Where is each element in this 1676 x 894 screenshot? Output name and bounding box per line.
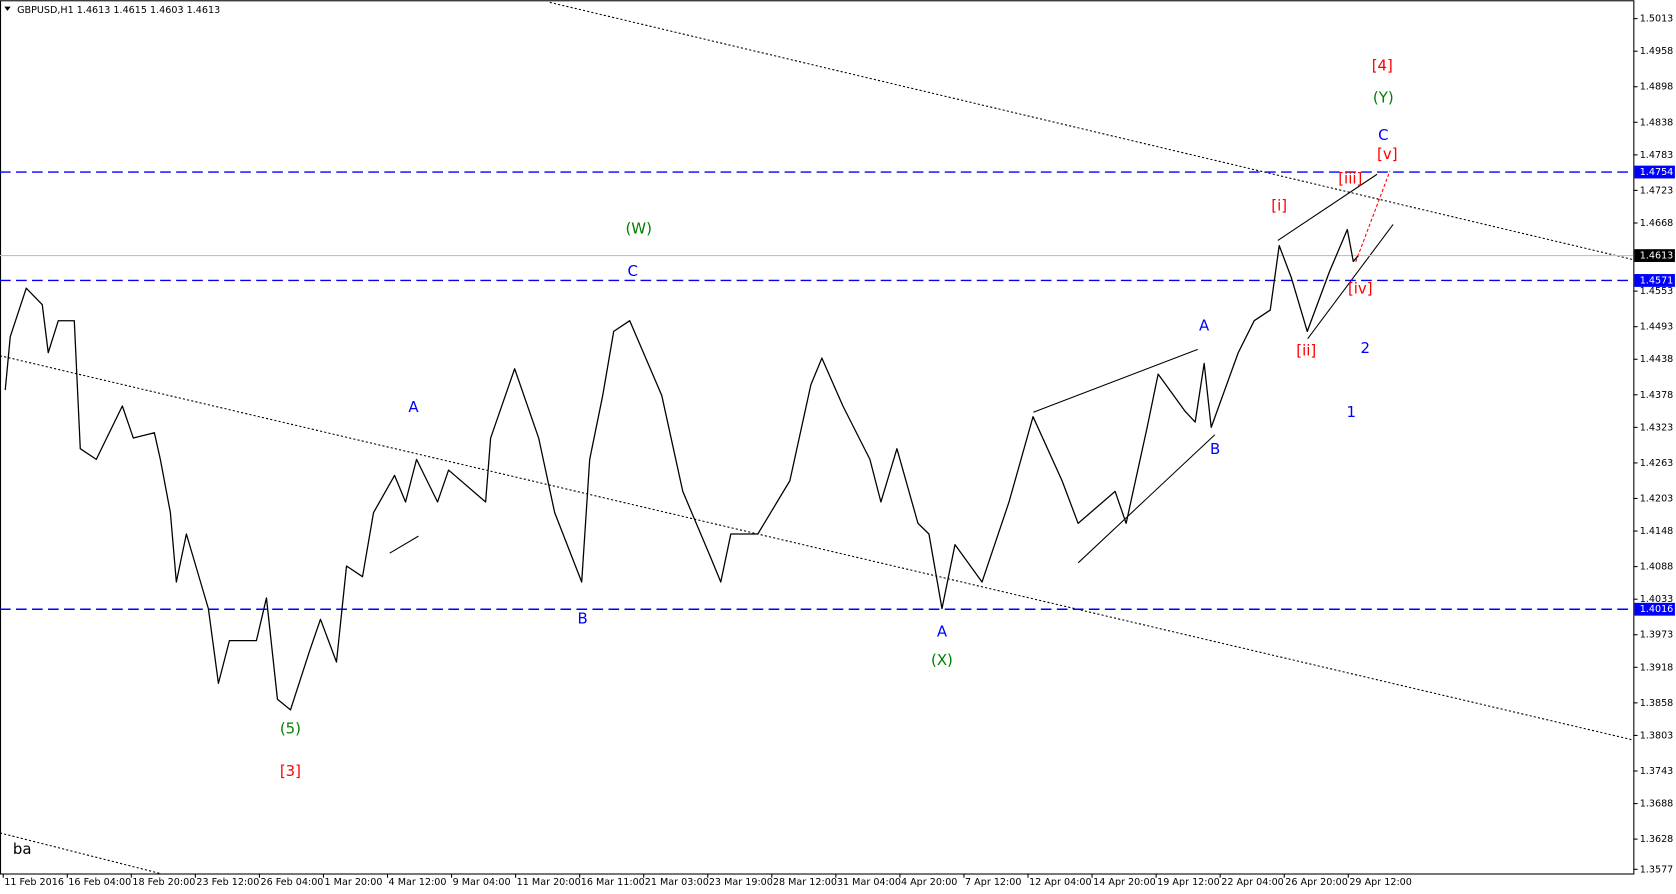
wedge-line [389, 535, 419, 554]
y-tick-label: 1.4668 [1640, 218, 1674, 229]
level-box [1634, 165, 1675, 179]
wave-label: (5) [280, 720, 301, 738]
chart-title: GBPUSD,H1 1.4613 1.4615 1.4603 1.4613 [17, 5, 220, 16]
wave-label: [iii] [1338, 170, 1362, 188]
y-tick-label: 1.4033 [1640, 594, 1674, 605]
menu-arrow[interactable] [4, 6, 11, 11]
x-tick-label: 18 Feb 20:00 [132, 877, 195, 888]
projection-line [1355, 170, 1391, 262]
current-price-box [1634, 249, 1675, 262]
y-tick-label: 1.5013 [1640, 14, 1674, 25]
x-tick-label: 11 Feb 2016 [4, 877, 64, 888]
wave-label: ba [13, 840, 32, 858]
wave-label: [4] [1372, 57, 1393, 75]
x-tick-label: 14 Apr 20:00 [1093, 877, 1156, 888]
channel-line [0, 832, 161, 874]
wave-label: 2 [1361, 339, 1371, 357]
wedge-line [1307, 224, 1394, 339]
wave-label: B [1210, 440, 1220, 458]
y-tick-label: 1.3628 [1640, 834, 1674, 845]
y-tick-label: 1.4958 [1640, 46, 1674, 57]
y-tick-label: 1.4723 [1640, 185, 1674, 196]
level-label: 1.4571 [1640, 275, 1674, 286]
y-tick-label: 1.4323 [1640, 422, 1674, 433]
y-tick-label: 1.4493 [1640, 322, 1674, 333]
wave-label: B [578, 609, 588, 627]
wave-label: A [937, 622, 948, 640]
level-box [1634, 602, 1675, 616]
x-tick-label: 19 Apr 12:00 [1157, 877, 1220, 888]
y-tick-label: 1.3858 [1640, 698, 1674, 709]
wave-label: C [1378, 126, 1388, 144]
wave-label: (Y) [1373, 89, 1394, 107]
wave-label: [ii] [1296, 342, 1316, 360]
wave-label: (X) [931, 651, 953, 669]
y-tick-label: 1.4898 [1640, 82, 1674, 93]
x-tick-label: 16 Feb 04:00 [68, 877, 131, 888]
channel-line [0, 355, 1634, 741]
x-tick-label: 7 Apr 12:00 [965, 877, 1021, 888]
wedge-line [1277, 173, 1378, 241]
x-tick-label: 9 Mar 04:00 [453, 877, 511, 888]
x-tick-label: 21 Mar 03:00 [645, 877, 709, 888]
level-label: 1.4754 [1640, 167, 1674, 178]
y-tick-label: 1.4088 [1640, 562, 1674, 573]
x-tick-label: 31 Mar 04:00 [837, 877, 901, 888]
current-price-label: 1.4613 [1640, 251, 1674, 262]
wave-label: (W) [625, 220, 651, 238]
x-tick-label: 12 Apr 04:00 [1029, 877, 1092, 888]
y-tick-label: 1.4438 [1640, 354, 1674, 365]
level-label: 1.4016 [1640, 604, 1674, 615]
wave-label: A [408, 398, 419, 416]
wave-label: [3] [280, 762, 301, 780]
level-box [1634, 274, 1675, 287]
channel-line [549, 1, 1634, 261]
x-tick-label: 23 Feb 12:00 [196, 877, 259, 888]
x-tick-label: 4 Mar 12:00 [389, 877, 447, 888]
y-tick-label: 1.4263 [1640, 458, 1674, 469]
wave-label: C [627, 262, 637, 280]
y-tick-label: 1.3973 [1640, 630, 1674, 641]
y-tick-label: 1.3743 [1640, 766, 1674, 777]
wave-label: A [1199, 317, 1210, 335]
y-tick-label: 1.4783 [1640, 150, 1674, 161]
y-tick-label: 1.4553 [1640, 286, 1674, 297]
x-tick-label: 16 Mar 11:00 [581, 877, 645, 888]
x-tick-label: 4 Apr 20:00 [901, 877, 957, 888]
x-tick-label: 22 Apr 04:00 [1221, 877, 1284, 888]
x-tick-label: 11 Mar 20:00 [517, 877, 581, 888]
x-tick-label: 1 Mar 20:00 [325, 877, 383, 888]
wedge-line [1033, 348, 1198, 413]
x-tick-label: 28 Mar 12:00 [773, 877, 837, 888]
wave-label: [i] [1271, 196, 1287, 214]
wave-label: [v] [1377, 145, 1398, 163]
trend-lines [0, 1, 1634, 874]
wave-label: [iv] [1348, 279, 1373, 297]
y-tick-label: 1.3918 [1640, 662, 1674, 673]
y-tick-label: 1.4378 [1640, 390, 1674, 401]
y-tick-label: 1.4203 [1640, 493, 1674, 504]
y-tick-label: 1.3577 [1640, 864, 1674, 875]
y-tick-label: 1.4838 [1640, 117, 1674, 128]
y-tick-label: 1.4148 [1640, 526, 1674, 537]
y-tick-label: 1.3803 [1640, 730, 1674, 741]
x-tick-label: 29 Apr 12:00 [1349, 877, 1412, 888]
y-tick-label: 1.3688 [1640, 799, 1674, 810]
wave-label: 1 [1347, 403, 1357, 421]
x-tick-label: 26 Feb 04:00 [260, 877, 323, 888]
x-tick-label: 23 Mar 19:00 [709, 877, 773, 888]
wedge-line [1077, 434, 1216, 564]
plot-frame [0, 0, 1635, 875]
price-line [4, 228, 1359, 711]
x-tick-label: 26 Apr 20:00 [1285, 877, 1348, 888]
